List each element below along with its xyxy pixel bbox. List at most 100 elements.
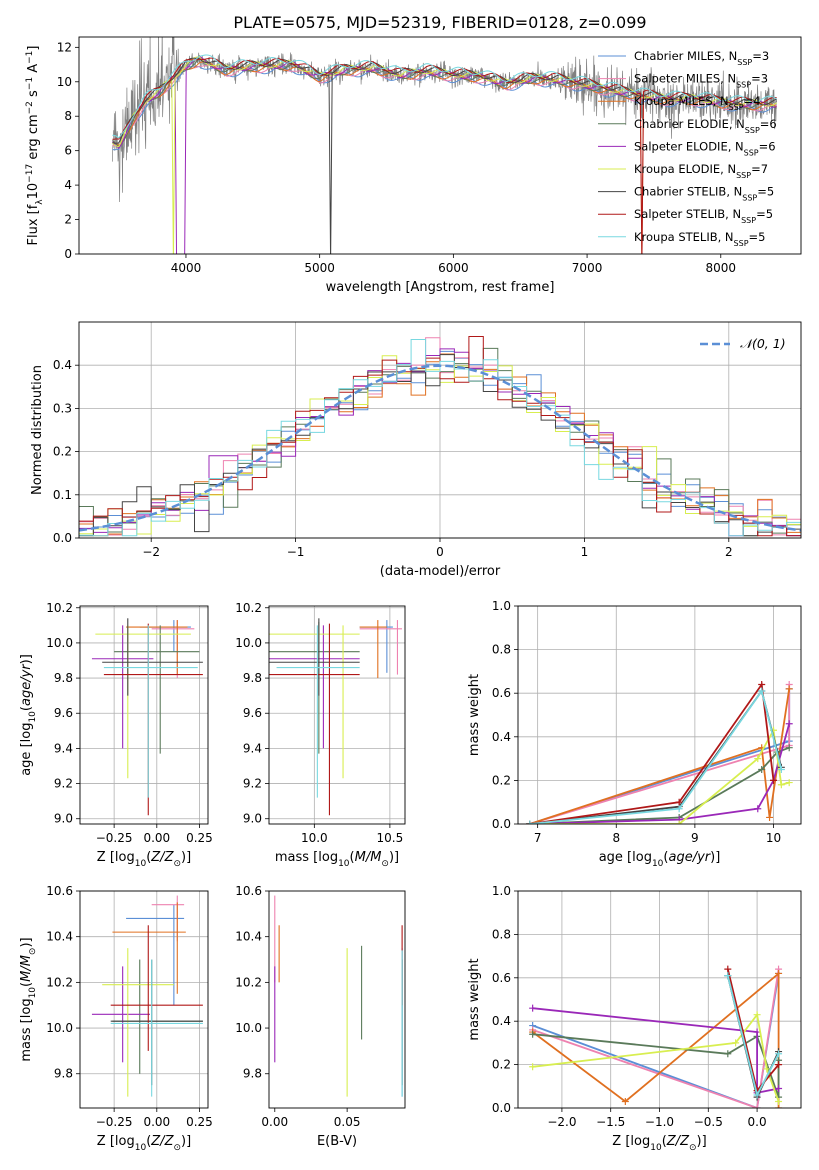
y-tick-label: 0.6 bbox=[492, 686, 511, 700]
normal-curve bbox=[79, 364, 801, 532]
y-axis-label: mass [log10(M/M⊙)] bbox=[19, 937, 38, 1061]
y-tick-label: 9.8 bbox=[243, 1067, 262, 1081]
x-axis-label-part: mass [ bbox=[275, 850, 318, 865]
weight-marker bbox=[775, 1061, 783, 1069]
y-tick-label: 0.4 bbox=[492, 730, 511, 744]
weight-marker bbox=[769, 776, 777, 784]
x-tick-label: 0.05 bbox=[334, 1115, 361, 1129]
x-axis-label: wavelength [Angstrom, rest frame] bbox=[326, 280, 555, 295]
legend-label: Kroupa ELODIE, N bbox=[634, 162, 736, 176]
legend-label-sub: SSP bbox=[744, 148, 759, 157]
y-axis-label-part: )] bbox=[19, 654, 34, 664]
weight-marker bbox=[763, 1065, 771, 1073]
grid-age_vs_Z bbox=[80, 606, 208, 824]
y-axis-label-part: M/M bbox=[19, 955, 34, 982]
y-tick-label: 0.8 bbox=[492, 927, 511, 941]
x-tick-label: 0.25 bbox=[186, 831, 213, 845]
x-axis-label-part: )] bbox=[697, 1134, 707, 1149]
x-tick-label: 10.5 bbox=[377, 831, 404, 845]
legend-label: Salpeter STELIB, N bbox=[634, 207, 741, 221]
y-axis-label-part: 10 bbox=[26, 183, 41, 200]
x-tick-label: −1.0 bbox=[645, 1115, 674, 1129]
x-axis-label-part: )] bbox=[181, 1134, 191, 1149]
plot-area-mass_weight_vs_Z bbox=[529, 965, 783, 1108]
x-axis-label: Z [log10(Z/Z⊙)] bbox=[97, 850, 191, 869]
y-tick-label: 9.2 bbox=[243, 777, 262, 791]
errorbar-point bbox=[112, 902, 186, 994]
x-axis-label-part: Z [ bbox=[612, 1134, 630, 1149]
weight-line bbox=[529, 688, 783, 824]
y-tick-label: 10.0 bbox=[235, 1021, 262, 1035]
y-tick-label: 9.0 bbox=[243, 812, 262, 826]
x-axis-label-part: )] bbox=[389, 850, 399, 865]
weight-marker bbox=[675, 820, 683, 824]
y-tick-label: 4 bbox=[64, 178, 72, 192]
errorbar-point bbox=[95, 625, 191, 779]
plot-area-spectrum bbox=[112, 37, 778, 254]
x-axis-label-part: Z/Z bbox=[150, 1134, 174, 1149]
weight-marker bbox=[766, 813, 774, 821]
y-axis-label-part: −1 bbox=[25, 51, 35, 64]
x-axis-label-part: age/yr bbox=[668, 850, 711, 865]
weight-marker bbox=[526, 820, 534, 824]
legend-entry: Chabrier MILES, NSSP=3 bbox=[634, 49, 769, 67]
errorbar-point bbox=[276, 625, 360, 798]
residuals-legend: 𝒩(0, 1) bbox=[700, 336, 786, 351]
y-axis-label-part: log bbox=[19, 998, 34, 1018]
x-axis-label-part: ⊙ bbox=[381, 859, 389, 869]
x-tick-label: 0.0 bbox=[748, 1115, 767, 1129]
axes-age_vs_mass: 10.0 10.5 9.0 9.2 9.4 9.6 9.8 10.0 10.2 mass [log… bbox=[235, 601, 406, 869]
weight-marker bbox=[724, 1050, 732, 1058]
legend-label-sub: SSP bbox=[737, 58, 752, 67]
grid-mass_weight_vs_age bbox=[518, 605, 801, 825]
legend-entry: Chabrier ELODIE, NSSP=6 bbox=[634, 117, 777, 135]
errorbar-point bbox=[359, 620, 393, 673]
legend-label: Kroupa STELIB, N bbox=[634, 230, 734, 244]
model-spectrum-line bbox=[112, 64, 777, 147]
legend-label-sub: SSP bbox=[741, 216, 756, 225]
weight-marker bbox=[754, 805, 762, 813]
plot-area-age_vs_mass bbox=[269, 618, 402, 816]
x-tick-label: 5000 bbox=[304, 261, 335, 275]
y-tick-label: 12 bbox=[57, 40, 72, 54]
axes-mass_weight_vs_Z: −2.0 −1.5 −1.0 −0.5 0.0 0.0 0.2 0.4 0.6 0.8 1.0 Z [… bbox=[467, 884, 802, 1153]
observed-spectrum bbox=[112, 37, 778, 203]
x-axis-label-part: ( bbox=[663, 850, 668, 865]
x-tick-label: 7 bbox=[534, 831, 542, 845]
legend-label-tail: =4 bbox=[744, 94, 761, 108]
legend-label-sub: SSP bbox=[734, 238, 749, 247]
grid-age_vs_mass bbox=[269, 606, 405, 824]
legend-label: Chabrier MILES, N bbox=[634, 49, 737, 63]
x-tick-label: 8 bbox=[612, 831, 620, 845]
legend-label-sub: SSP bbox=[745, 125, 760, 134]
y-tick-label: 9.6 bbox=[54, 706, 73, 720]
y-tick-label: 10.6 bbox=[235, 884, 262, 898]
legend-entry: Kroupa MILES, NSSP=4 bbox=[634, 94, 760, 112]
y-tick-label: 9.0 bbox=[54, 812, 73, 826]
legend-entry: Salpeter STELIB, NSSP=5 bbox=[634, 207, 773, 225]
x-tick-label: −0.25 bbox=[96, 1115, 133, 1129]
weight-marker bbox=[775, 1084, 783, 1092]
x-axis-label-part: Z [ bbox=[97, 850, 115, 865]
y-axis-label-part: age [ bbox=[19, 742, 34, 775]
x-axis-label: E(B-V) bbox=[317, 1134, 357, 1149]
axes-age_vs_Z: −0.25 0.00 0.259.09.29.49.69.810.010.2Z [l… bbox=[19, 601, 213, 869]
x-axis-label-part: ⊙ bbox=[173, 859, 181, 869]
weight-series bbox=[724, 965, 783, 1095]
y-tick-label: 10.0 bbox=[46, 1021, 73, 1035]
errorbar-point bbox=[114, 625, 200, 754]
weight-series bbox=[529, 1011, 783, 1105]
axes-frame bbox=[78, 321, 802, 539]
y-axis-label-part: age/yr bbox=[19, 663, 34, 706]
errorbar-point bbox=[139, 620, 191, 652]
weight-marker bbox=[758, 680, 766, 688]
y-tick-label: 10.6 bbox=[46, 884, 73, 898]
y-axis-label: Flux [fλ10−17 erg cm−2 s−1 A−1] bbox=[25, 46, 45, 246]
x-axis-label-part: ( bbox=[350, 850, 355, 865]
x-axis-label-part: )] bbox=[710, 850, 720, 865]
errorbar-point bbox=[91, 966, 150, 1063]
legend-label: Chabrier STELIB, N bbox=[634, 185, 742, 199]
x-tick-label: −0.5 bbox=[694, 1115, 723, 1129]
weight-line bbox=[532, 971, 780, 1108]
